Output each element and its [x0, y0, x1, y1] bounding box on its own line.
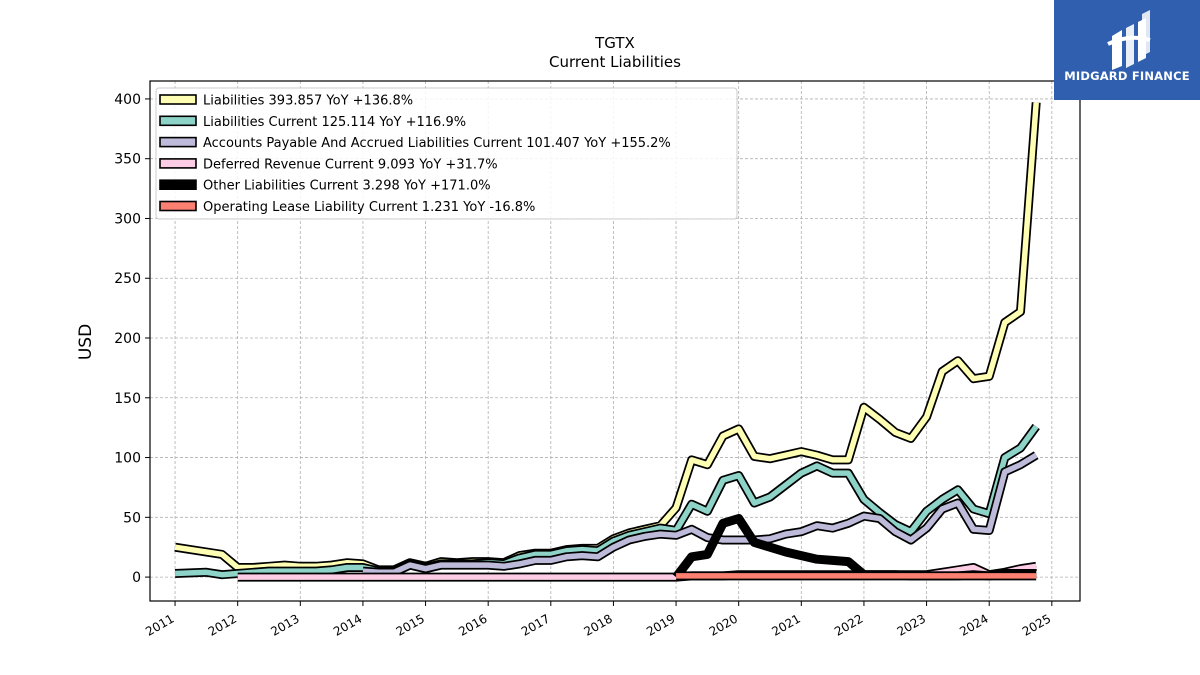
y-tick-label: 150 [114, 391, 141, 407]
brand-logo: MIDGARD FINANCE [1054, 0, 1200, 100]
y-tick-label: 350 [114, 152, 141, 168]
y-tick-label: 300 [114, 211, 141, 227]
legend-label: Operating Lease Liability Current 1.231 … [203, 200, 535, 215]
y-tick-label: 400 [114, 92, 141, 108]
legend-label: Liabilities 393.857 YoY +136.8% [203, 94, 413, 109]
legend-swatch [159, 115, 197, 127]
x-axis: 2011 2012 2013 2014 2015 2016 2017 2018 2019 2020… [143, 601, 1053, 639]
x-tick-label: 2021 [769, 611, 802, 638]
x-tick-label: 2011 [143, 611, 176, 638]
x-tick-label: 2014 [331, 611, 364, 638]
legend-label: Deferred Revenue Current 9.093 YoY +31.7… [203, 157, 498, 172]
brand-name: MIDGARD FINANCE [1064, 69, 1190, 83]
legend-swatch [159, 94, 197, 105]
x-tick-label: 2024 [957, 611, 990, 638]
legend-label: Other Liabilities Current 3.298 YoY +171… [203, 179, 491, 194]
chart-title: TGTX [594, 34, 635, 52]
x-tick-label: 2015 [394, 611, 427, 638]
series-2 [362, 451, 1039, 577]
y-tick-label: 50 [123, 510, 141, 526]
x-tick-label: 2013 [268, 611, 301, 638]
series-line [362, 452, 1038, 576]
legend-swatch [159, 179, 197, 190]
legend-label: Accounts Payable And Accrued Liabilities… [203, 136, 671, 151]
x-tick-label: 2017 [519, 611, 552, 638]
legend: Liabilities 393.857 YoY +136.8% Liabiliti… [155, 87, 738, 220]
x-tick-label: 2012 [206, 611, 239, 638]
x-tick-label: 2022 [832, 611, 865, 638]
legend-swatch [159, 158, 197, 169]
legend-swatch [159, 200, 197, 212]
x-tick-label: 2019 [644, 611, 677, 638]
chart-subtitle: Current Liabilities [549, 53, 681, 71]
x-tick-label: 2023 [895, 611, 928, 638]
x-tick-label: 2018 [581, 611, 614, 638]
x-tick-label: 2020 [707, 611, 740, 638]
y-axis: 0 50 100 150 200 250 300 350 400 [114, 92, 150, 586]
y-tick-label: 250 [114, 271, 141, 287]
x-tick-label: 2016 [456, 611, 489, 638]
legend-box [155, 87, 738, 220]
y-tick-label: 0 [132, 570, 141, 586]
series-1 [174, 423, 1040, 580]
plot-frame [149, 80, 1081, 602]
series-group [174, 102, 1041, 582]
y-tick-label: 100 [114, 451, 141, 467]
series-line [174, 424, 1039, 578]
legend-label: Liabilities Current 125.114 YoY +116.9% [203, 115, 466, 130]
x-tick-label: 2025 [1020, 611, 1053, 638]
y-tick-label: 200 [114, 331, 141, 347]
legend-swatch [159, 136, 197, 148]
logo-mark-icon [1107, 10, 1151, 70]
y-axis-label: USD [76, 324, 96, 360]
